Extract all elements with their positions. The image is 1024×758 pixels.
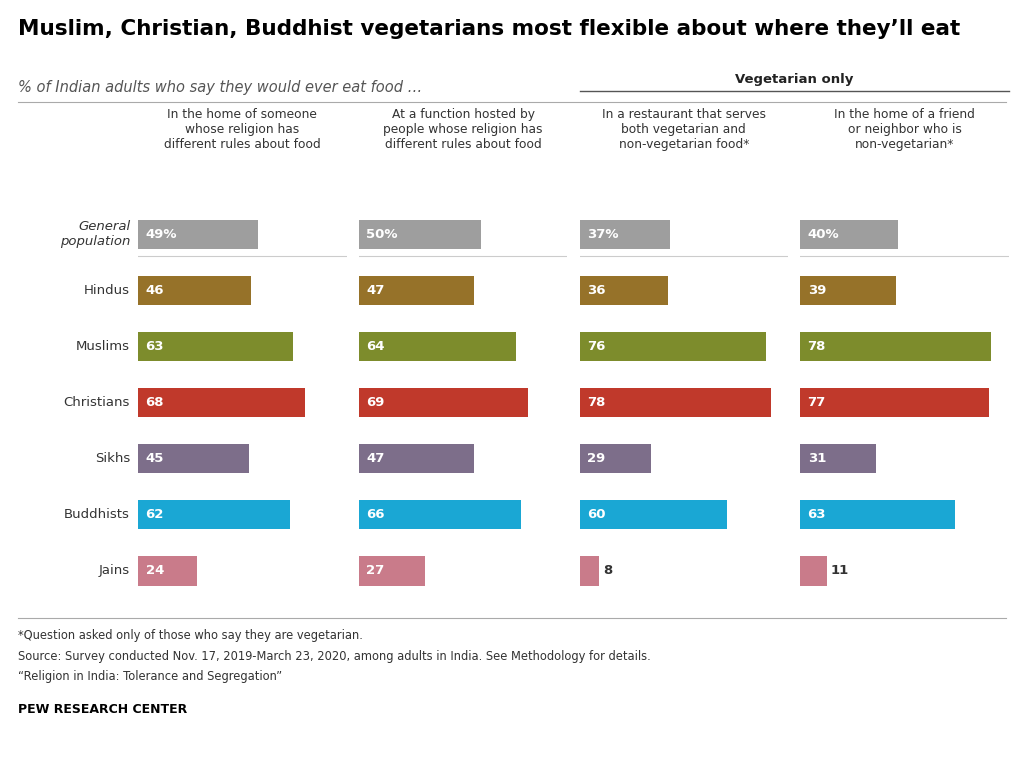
Bar: [580, 388, 771, 417]
Text: *Question asked only of those who say they are vegetarian.: *Question asked only of those who say th…: [18, 629, 364, 642]
Text: 49%: 49%: [145, 228, 177, 241]
Text: 62: 62: [145, 509, 164, 522]
Text: 77: 77: [808, 396, 826, 409]
Bar: [138, 388, 305, 417]
Text: 40%: 40%: [808, 228, 840, 241]
Bar: [580, 444, 650, 473]
Text: “Religion in India: Tolerance and Segregation”: “Religion in India: Tolerance and Segreg…: [18, 670, 283, 683]
Bar: [801, 444, 877, 473]
Bar: [359, 276, 474, 305]
Text: 46: 46: [145, 284, 164, 297]
Bar: [801, 332, 991, 361]
Text: Christians: Christians: [63, 396, 130, 409]
Bar: [138, 276, 251, 305]
Text: Buddhists: Buddhists: [65, 509, 130, 522]
Text: Muslims: Muslims: [76, 340, 130, 353]
Bar: [359, 220, 481, 249]
Text: 45: 45: [145, 453, 164, 465]
Bar: [801, 220, 898, 249]
Text: 36: 36: [587, 284, 605, 297]
Bar: [801, 388, 989, 417]
Text: General
population: General population: [59, 221, 130, 249]
Text: 78: 78: [808, 340, 826, 353]
Bar: [801, 276, 896, 305]
Text: In the home of a friend
or neighbor who is
non-vegetarian*: In the home of a friend or neighbor who …: [834, 108, 975, 151]
Bar: [138, 444, 249, 473]
Text: 47: 47: [367, 453, 385, 465]
Bar: [138, 220, 258, 249]
Text: 76: 76: [587, 340, 605, 353]
Text: 66: 66: [367, 509, 385, 522]
Bar: [359, 332, 516, 361]
Text: 64: 64: [367, 340, 385, 353]
Bar: [580, 332, 766, 361]
Text: 39: 39: [808, 284, 826, 297]
Bar: [138, 332, 293, 361]
Text: PEW RESEARCH CENTER: PEW RESEARCH CENTER: [18, 703, 187, 716]
Bar: [359, 444, 474, 473]
Bar: [801, 556, 827, 585]
Text: 69: 69: [367, 396, 385, 409]
Text: 60: 60: [587, 509, 605, 522]
Text: 24: 24: [145, 565, 164, 578]
Text: Sikhs: Sikhs: [95, 453, 130, 465]
Text: At a function hosted by
people whose religion has
different rules about food: At a function hosted by people whose rel…: [383, 108, 543, 151]
Text: 68: 68: [145, 396, 164, 409]
Bar: [580, 500, 727, 529]
Bar: [359, 500, 521, 529]
Text: 50%: 50%: [367, 228, 397, 241]
Text: Muslim, Christian, Buddhist vegetarians most flexible about where they’ll eat: Muslim, Christian, Buddhist vegetarians …: [18, 19, 961, 39]
Bar: [138, 556, 197, 585]
Bar: [580, 276, 668, 305]
Bar: [359, 388, 528, 417]
Bar: [359, 556, 425, 585]
Text: 29: 29: [587, 453, 605, 465]
Text: In the home of someone
whose religion has
different rules about food: In the home of someone whose religion ha…: [164, 108, 321, 151]
Text: 63: 63: [808, 509, 826, 522]
Text: 27: 27: [367, 565, 385, 578]
Text: 37%: 37%: [587, 228, 618, 241]
Text: Source: Survey conducted Nov. 17, 2019-March 23, 2020, among adults in India. Se: Source: Survey conducted Nov. 17, 2019-M…: [18, 650, 651, 662]
Text: 8: 8: [603, 565, 612, 578]
Text: In a restaurant that serves
both vegetarian and
non-vegetarian food*: In a restaurant that serves both vegetar…: [602, 108, 766, 151]
Bar: [138, 500, 290, 529]
Text: 47: 47: [367, 284, 385, 297]
Text: 31: 31: [808, 453, 826, 465]
Text: 63: 63: [145, 340, 164, 353]
Bar: [801, 500, 954, 529]
Text: % of Indian adults who say they would ever eat food …: % of Indian adults who say they would ev…: [18, 80, 423, 95]
Bar: [580, 220, 671, 249]
Text: Jains: Jains: [99, 565, 130, 578]
Text: Vegetarian only: Vegetarian only: [735, 73, 853, 86]
Text: 78: 78: [587, 396, 605, 409]
Bar: [580, 556, 599, 585]
Text: Hindus: Hindus: [84, 284, 130, 297]
Text: 11: 11: [830, 565, 849, 578]
